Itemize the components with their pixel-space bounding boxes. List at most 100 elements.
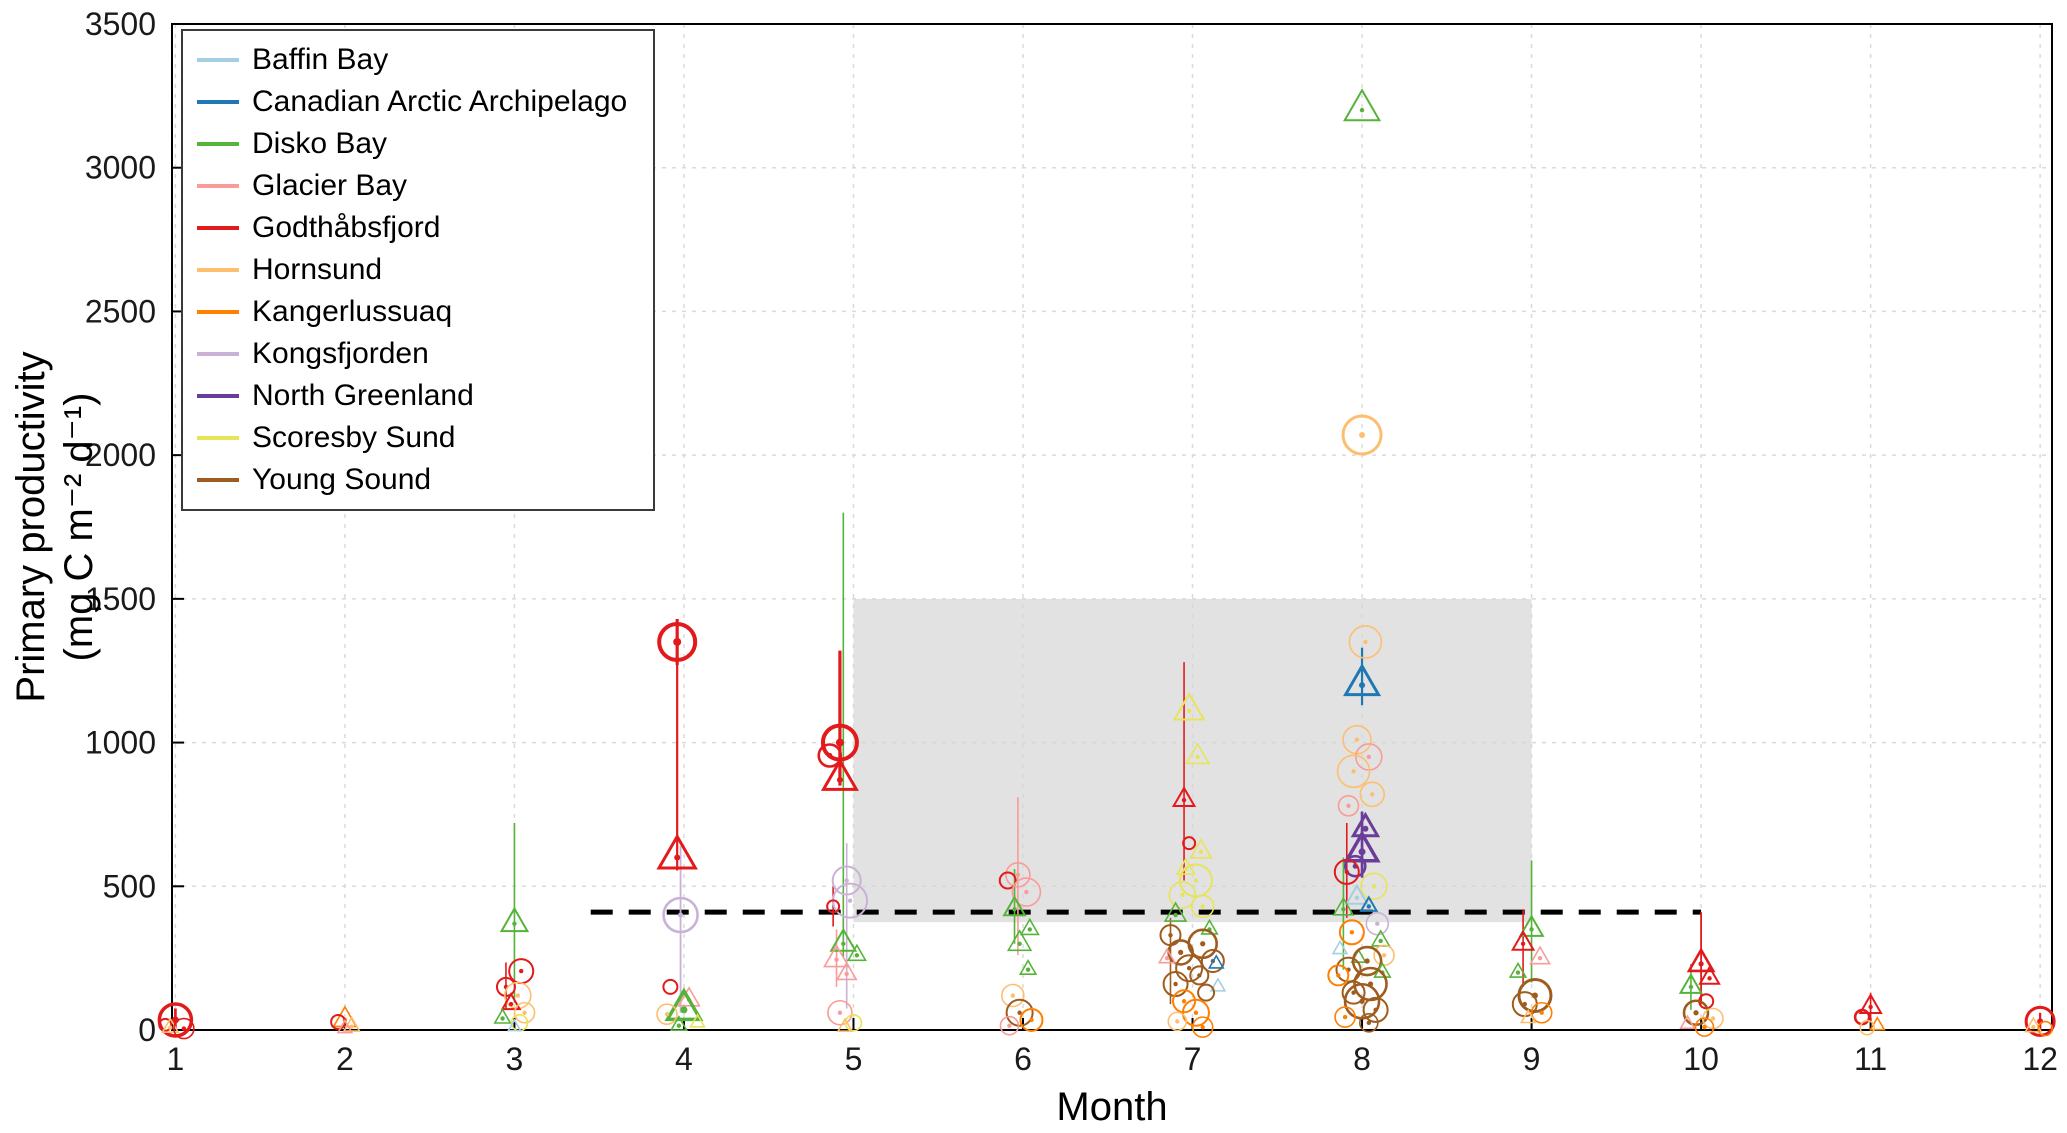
marker-center-dot <box>1175 1019 1180 1024</box>
marker-center-dot <box>1027 927 1032 932</box>
marker-circle <box>831 865 862 896</box>
marker-center-dot <box>1515 970 1521 975</box>
marker-center-dot <box>1195 754 1200 760</box>
marker-center-dot <box>1181 797 1187 803</box>
marker-center-dot <box>1354 895 1360 900</box>
marker-circle <box>1001 983 1025 1008</box>
marker-center-dot <box>1193 1010 1199 1015</box>
x-tick-label: 10 <box>1683 1041 1719 1077</box>
marker-center-dot <box>827 752 833 759</box>
y-tick-label: 1000 <box>85 725 156 761</box>
marker-circle <box>1337 795 1360 817</box>
marker-circle <box>1011 877 1042 907</box>
marker-circle <box>1365 911 1390 936</box>
legend-swatch <box>197 352 239 356</box>
marker-triangle <box>1370 929 1391 947</box>
marker-center-dot <box>1359 432 1366 439</box>
marker-circle <box>157 1002 194 1038</box>
marker-circle <box>1168 881 1197 909</box>
marker-circle <box>495 976 516 997</box>
marker-circle <box>1005 998 1034 1027</box>
y-tick-label: 1500 <box>85 581 156 617</box>
marker-center-dot <box>680 1006 688 1014</box>
marker-circle <box>657 621 698 662</box>
marker-circle <box>1327 964 1350 987</box>
marker-circle <box>1172 989 1197 1014</box>
marker-center-dot <box>1522 1001 1527 1007</box>
marker-triangle <box>1679 1014 1696 1030</box>
marker-center-dot <box>1378 938 1383 944</box>
marker-circle <box>1005 861 1031 888</box>
axes-box <box>171 23 2053 1031</box>
x-tick-label: 11 <box>1854 1041 1887 1077</box>
marker-center-dot <box>834 957 839 962</box>
marker-center-dot <box>1178 949 1184 955</box>
x-tick-label: 2 <box>336 1041 354 1077</box>
legend-label: Scoresby Sund <box>252 421 456 454</box>
legend-swatch <box>197 58 239 62</box>
marker-circle <box>1694 1017 1715 1037</box>
marker-center-dot <box>1173 981 1178 987</box>
marker-triangle <box>493 1007 512 1024</box>
marker-center-dot <box>1529 927 1534 932</box>
marker-center-dot <box>519 968 524 974</box>
marker-triangle <box>836 1017 854 1032</box>
marker-center-dot <box>1024 889 1029 895</box>
marker-triangle <box>1331 939 1349 955</box>
marker-triangle <box>1207 954 1225 969</box>
legend-label: Hornsund <box>252 253 383 286</box>
marker-center-dot <box>1707 976 1712 981</box>
marker-triangle <box>1189 838 1213 859</box>
legend-item-kangerlussuaq: Kangerlussuaq <box>197 291 627 333</box>
marker-center-dot <box>1351 769 1356 774</box>
marker-center-dot <box>1341 907 1346 912</box>
marker-center-dot <box>1868 1004 1873 1010</box>
marker-center-dot <box>1364 958 1370 964</box>
marker-triangle <box>1018 959 1038 975</box>
marker-triangle <box>1006 929 1033 952</box>
marker-center-dot <box>1363 639 1368 645</box>
legend-item-godth-bsfjord: Godthåbsfjord <box>197 207 627 249</box>
marker-center-dot <box>835 738 844 747</box>
marker-center-dot <box>1025 967 1031 972</box>
x-axis-label: Month <box>1056 1085 1167 1129</box>
marker-circle <box>2024 1005 2056 1037</box>
legend-label: Baffin Bay <box>252 43 389 76</box>
marker-center-dot <box>500 1016 505 1021</box>
marker-center-dot <box>1164 955 1170 961</box>
marker-triangle <box>1171 786 1197 808</box>
legend: Baffin Bay Canadian Arctic Archipelago Dis… <box>181 29 656 511</box>
marker-triangle <box>1359 895 1379 912</box>
marker-circle <box>999 1015 1020 1036</box>
marker-center-dot <box>1366 754 1372 760</box>
marker-center-dot <box>676 1023 682 1028</box>
marker-center-dot <box>1346 803 1351 809</box>
marker-center-dot <box>1197 973 1202 978</box>
marker-circle <box>1200 949 1225 974</box>
marker-center-dot <box>1375 921 1380 926</box>
legend-swatch <box>197 394 239 398</box>
marker-circle <box>1343 854 1367 878</box>
marker-triangle <box>1209 977 1227 992</box>
marker-circle <box>2037 1020 2054 1037</box>
legend-item-glacier-bay: Glacier Bay <box>197 165 627 207</box>
marker-center-dot <box>1017 941 1022 946</box>
marker-center-dot <box>1181 999 1187 1004</box>
marker-center-dot <box>836 776 843 783</box>
legend-label: Godthåbsfjord <box>252 211 441 244</box>
marker-triangle <box>1518 914 1545 937</box>
marker-center-dot <box>1688 984 1694 990</box>
x-tick-label: 7 <box>1184 1041 1202 1077</box>
legend-label: Young Sound <box>252 463 432 496</box>
marker-center-dot <box>1520 941 1526 946</box>
marker-circle <box>1530 1001 1553 1024</box>
marker-center-dot <box>349 1024 354 1029</box>
y-tick-label: 2000 <box>85 437 156 473</box>
marker-center-dot <box>1029 1017 1034 1023</box>
marker-triangle <box>1678 972 1704 994</box>
plot-layers: 1 2 3 4 5 6 7 8 9 10 11 120500100015002000250030003… <box>85 6 2058 1077</box>
marker-circle <box>1359 1013 1379 1033</box>
marker-triangle <box>1157 947 1177 964</box>
